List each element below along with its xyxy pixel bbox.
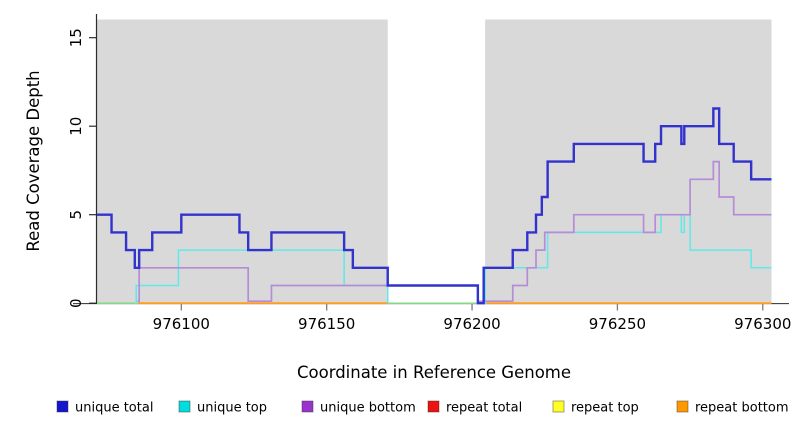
legend-item-repeat-bottom: repeat bottom (676, 400, 789, 416)
legend-item-repeat-total: repeat total (427, 400, 522, 416)
x-tick-label: 976100 (153, 315, 210, 333)
legend-item-unique-top: unique top (178, 400, 267, 416)
axis-titles: Read Coverage Depth Coordinate in Refere… (24, 70, 571, 382)
legend-label-unique-top: unique top (197, 401, 267, 416)
legend-label-unique-bottom: unique bottom (320, 401, 416, 416)
y-tick-label: 5 (67, 210, 85, 220)
legend: unique total unique top unique bottom repea… (56, 400, 789, 416)
legend-item-unique-bottom: unique bottom (301, 400, 416, 416)
coverage-gap-band (387, 19, 486, 304)
legend-label-repeat-total: repeat total (446, 401, 522, 416)
y-tick-label: 0 (67, 298, 85, 308)
y-axis-title: Read Coverage Depth (24, 70, 43, 251)
x-tick-label: 976150 (298, 315, 355, 333)
legend-label-unique-total: unique total (75, 401, 153, 416)
legend-swatch-unique-total (56, 400, 69, 413)
series-line-unique-bottom (137, 160, 772, 303)
y-tick-label: 15 (67, 28, 85, 47)
series-lines (97, 107, 772, 305)
legend-item-unique-total: unique total (56, 400, 153, 416)
series-line-unique-top (483, 213, 772, 304)
legend-item-repeat-top: repeat top (552, 400, 639, 416)
legend-swatch-repeat-top (552, 400, 565, 413)
series-line-unique-total (97, 107, 772, 305)
axes: 976100 976150 976200 976250 976300 0 5 10 15 (67, 14, 791, 333)
x-tick-label: 976200 (443, 315, 500, 333)
x-tick-label: 976300 (734, 315, 791, 333)
legend-swatch-unique-bottom (301, 400, 314, 413)
x-axis-title: Coordinate in Reference Genome (297, 363, 571, 382)
legend-swatch-repeat-bottom (676, 400, 689, 413)
legend-label-repeat-top: repeat top (571, 401, 639, 416)
legend-swatch-repeat-total (427, 400, 440, 413)
plot-background (97, 19, 772, 304)
y-tick-label: 10 (67, 117, 85, 136)
legend-swatch-unique-top (178, 400, 191, 413)
x-tick-label: 976250 (589, 315, 646, 333)
legend-label-repeat-bottom: repeat bottom (695, 401, 789, 416)
